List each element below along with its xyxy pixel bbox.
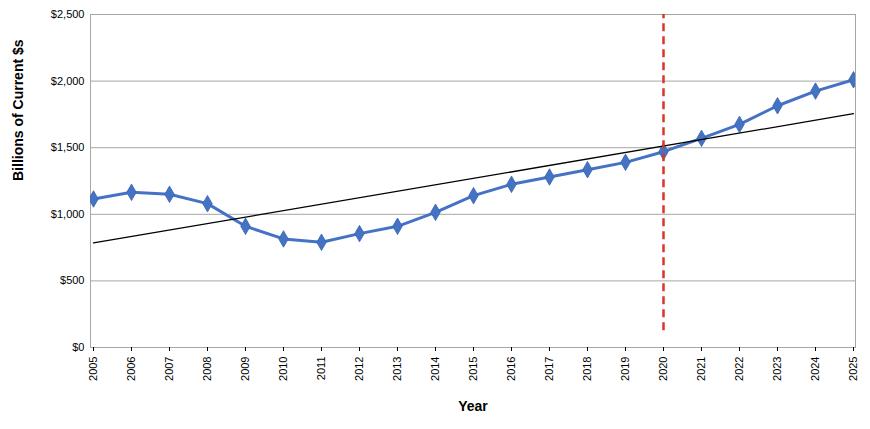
svg-text:2012: 2012 (353, 357, 365, 381)
svg-text:$2,000: $2,000 (51, 75, 85, 87)
svg-text:2023: 2023 (771, 357, 783, 381)
svg-text:$1,500: $1,500 (51, 141, 85, 153)
svg-text:2008: 2008 (201, 357, 213, 381)
svg-text:2009: 2009 (239, 357, 251, 381)
svg-text:2016: 2016 (505, 357, 517, 381)
svg-text:2013: 2013 (391, 357, 403, 381)
svg-text:2011: 2011 (315, 357, 327, 381)
svg-text:2020: 2020 (657, 357, 669, 381)
svg-text:2025: 2025 (847, 357, 859, 381)
svg-text:2006: 2006 (125, 357, 137, 381)
svg-text:2021: 2021 (695, 357, 707, 381)
svg-text:2024: 2024 (809, 357, 821, 381)
svg-text:2018: 2018 (581, 357, 593, 381)
svg-text:2014: 2014 (429, 357, 441, 381)
svg-text:2017: 2017 (543, 357, 555, 381)
svg-text:$500: $500 (60, 274, 84, 286)
svg-text:2010: 2010 (277, 357, 289, 381)
svg-text:2022: 2022 (733, 357, 745, 381)
svg-text:Year: Year (458, 398, 488, 414)
svg-text:2015: 2015 (467, 357, 479, 381)
svg-text:$1,000: $1,000 (51, 208, 85, 220)
svg-text:$2,500: $2,500 (51, 8, 85, 20)
svg-text:2007: 2007 (163, 357, 175, 381)
svg-text:2005: 2005 (87, 357, 99, 381)
svg-text:2019: 2019 (619, 357, 631, 381)
svg-text:Billions of Current $s: Billions of Current $s (10, 39, 26, 181)
svg-text:$0: $0 (72, 341, 84, 353)
